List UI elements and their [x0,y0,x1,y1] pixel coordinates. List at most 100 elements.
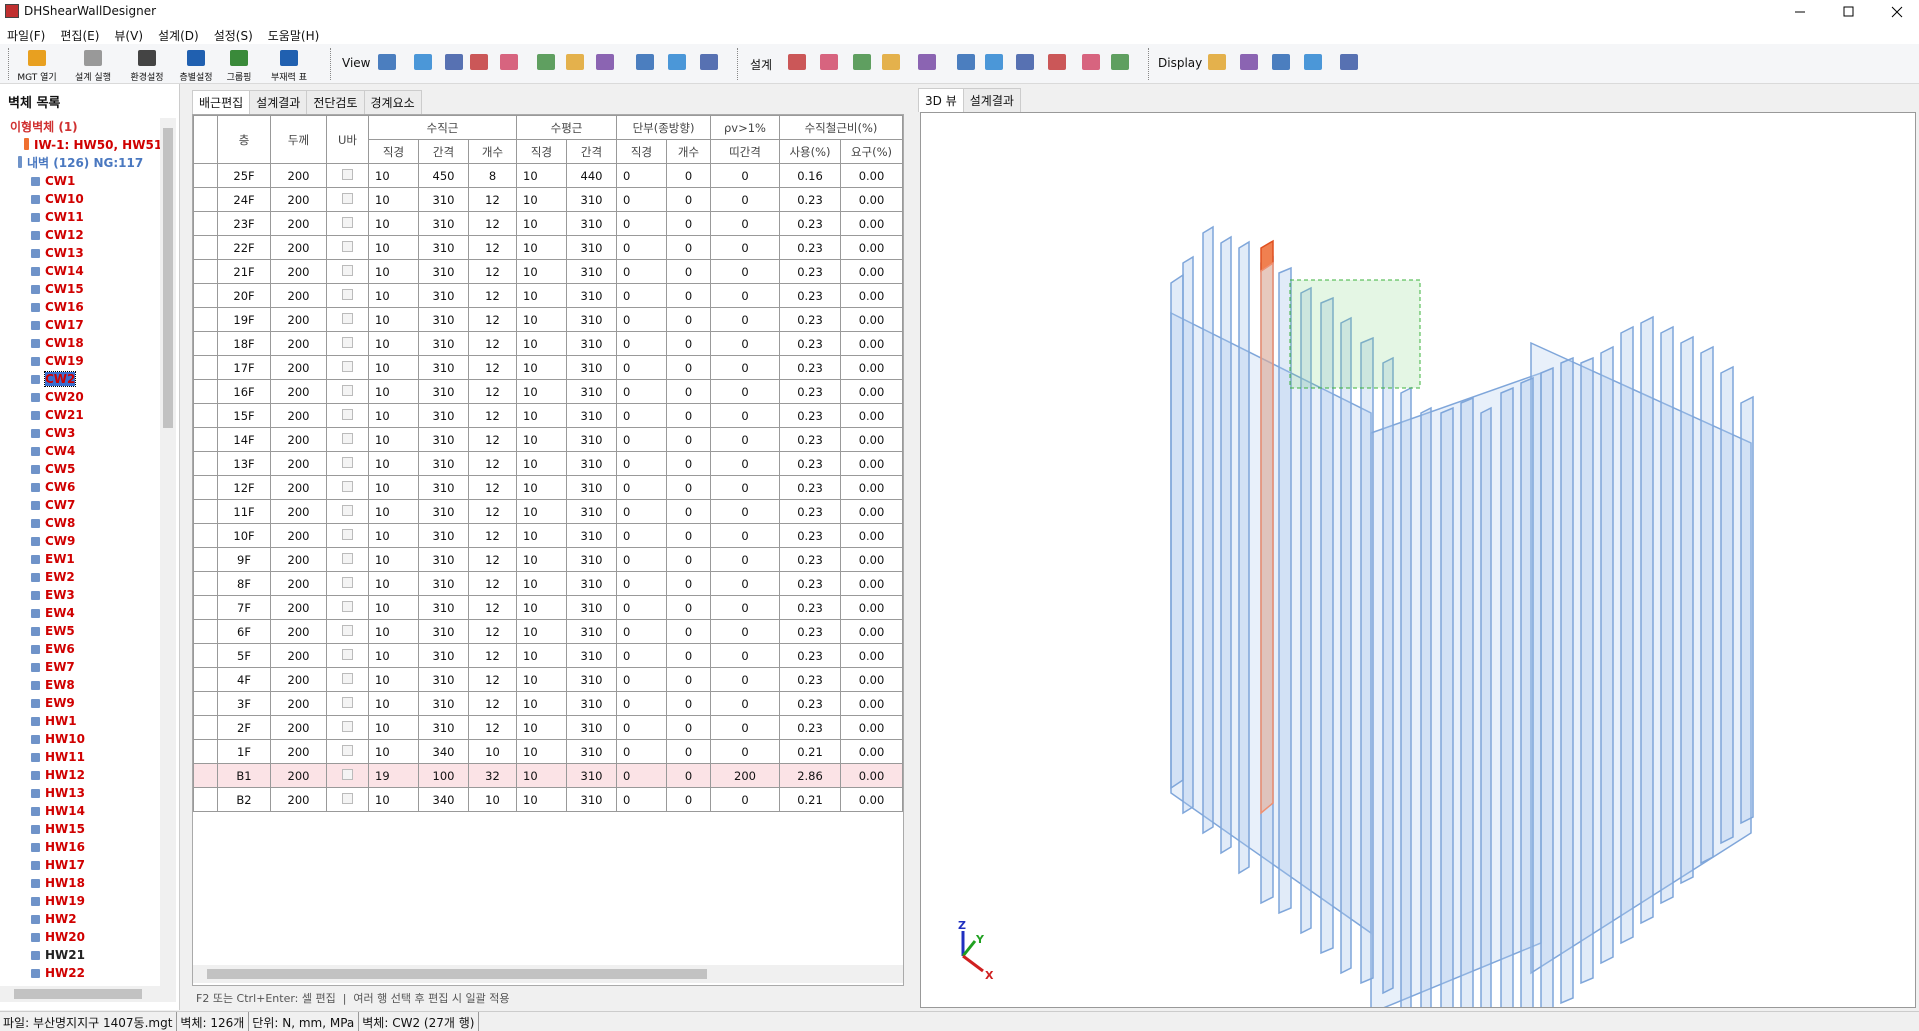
tool-icon[interactable] [28,50,46,66]
table-row[interactable]: 19F2001031012103100000.230.00 [194,308,903,332]
cell[interactable]: 12 [469,236,517,260]
ubar-cell[interactable] [327,740,369,764]
tree-item[interactable]: CW5 [0,460,160,478]
cell[interactable]: 3F [218,692,271,716]
tool-icon[interactable] [445,54,463,70]
cell[interactable]: 10 [517,476,567,500]
cell[interactable]: 310 [419,476,469,500]
cell[interactable]: 10 [517,764,567,788]
tree-item[interactable]: CW18 [0,334,160,352]
tool-icon[interactable] [1111,54,1129,70]
cell[interactable]: 450 [419,164,469,188]
cell[interactable]: 310 [419,716,469,740]
cell[interactable]: 10 [369,308,419,332]
cell[interactable]: 0 [617,764,667,788]
cell[interactable]: 0 [667,596,711,620]
cell[interactable]: 0.23 [780,380,841,404]
cell[interactable]: 21F [218,260,271,284]
tree-item[interactable]: CW10 [0,190,160,208]
cell[interactable]: 0 [667,788,711,812]
checkbox[interactable] [342,385,353,396]
cell[interactable]: 12 [469,284,517,308]
cell[interactable]: 0.00 [841,212,903,236]
cell[interactable]: 100 [419,764,469,788]
cell[interactable]: 0 [711,260,780,284]
maximize[interactable] [1844,7,1853,16]
tree-item[interactable]: CW21 [0,406,160,424]
cell[interactable]: 12 [469,500,517,524]
cell[interactable]: 0 [667,404,711,428]
cell[interactable]: 200 [271,164,327,188]
tree-group[interactable]: 이형벽체 (1) [0,118,160,136]
tool-icon[interactable] [668,54,686,70]
cell[interactable]: 310 [419,524,469,548]
cell[interactable]: 14F [218,428,271,452]
cell[interactable]: 310 [567,236,617,260]
table-row[interactable]: 25F200104508104400000.160.00 [194,164,903,188]
tab[interactable]: 전단검토 [306,90,364,114]
tree-item[interactable]: EW5 [0,622,160,640]
cell[interactable]: 10 [517,404,567,428]
cell[interactable]: 0 [711,236,780,260]
tool-icon[interactable] [1304,54,1322,70]
table-row[interactable]: 9F2001031012103100000.230.00 [194,548,903,572]
cell[interactable]: 10 [369,164,419,188]
cell[interactable]: 310 [419,284,469,308]
cell[interactable]: 310 [419,188,469,212]
cell[interactable]: 10 [369,572,419,596]
tool-icon[interactable] [84,50,102,66]
tree-item[interactable]: HW11 [0,748,160,766]
cell[interactable]: 0.23 [780,332,841,356]
tree-item[interactable]: HW19 [0,892,160,910]
checkbox[interactable] [342,601,353,612]
tree-item[interactable]: CW8 [0,514,160,532]
cell[interactable]: 0 [617,236,667,260]
cell[interactable]: 0.00 [841,524,903,548]
cell[interactable]: 0 [711,308,780,332]
cell[interactable]: 310 [567,548,617,572]
table-row[interactable]: B1200191003210310002002.860.00 [194,764,903,788]
cell[interactable]: 10 [517,548,567,572]
cell[interactable]: 0.00 [841,692,903,716]
cell[interactable]: 12 [469,692,517,716]
cell[interactable]: 310 [567,524,617,548]
tree-item[interactable]: CW4 [0,442,160,460]
tool-icon[interactable] [957,54,975,70]
cell[interactable]: 310 [567,596,617,620]
cell[interactable]: 5F [218,644,271,668]
tool-icon[interactable] [566,54,584,70]
cell[interactable]: 23F [218,212,271,236]
checkbox[interactable] [342,289,353,300]
cell[interactable]: 10 [369,188,419,212]
cell[interactable]: 4F [218,668,271,692]
cell[interactable]: 0 [711,356,780,380]
checkbox[interactable] [342,313,353,324]
cell[interactable]: 0.23 [780,692,841,716]
cell[interactable]: 0 [711,332,780,356]
table-row[interactable]: 2F2001031012103100000.230.00 [194,716,903,740]
cell[interactable]: 0 [711,548,780,572]
cell[interactable]: 0 [667,572,711,596]
tree-item[interactable]: HW17 [0,856,160,874]
cell[interactable]: 0 [711,572,780,596]
cell[interactable]: 0 [617,452,667,476]
cell[interactable]: 0 [617,548,667,572]
table-row[interactable]: 11F2001031012103100000.230.00 [194,500,903,524]
cell[interactable]: 340 [419,740,469,764]
ubar-cell[interactable] [327,284,369,308]
cell[interactable]: 200 [271,740,327,764]
ubar-cell[interactable] [327,428,369,452]
cell[interactable]: 310 [419,332,469,356]
cell[interactable]: 310 [567,284,617,308]
cell[interactable]: 0.00 [841,716,903,740]
cell[interactable]: 0 [711,428,780,452]
cell[interactable]: 0.23 [780,452,841,476]
cell[interactable]: 310 [419,452,469,476]
cell[interactable]: 0 [711,596,780,620]
cell[interactable]: 0 [711,644,780,668]
tool-icon[interactable] [788,54,806,70]
cell[interactable]: 12 [469,620,517,644]
tree-item[interactable]: CW14 [0,262,160,280]
tree-item[interactable]: EW8 [0,676,160,694]
cell[interactable]: 0 [711,476,780,500]
